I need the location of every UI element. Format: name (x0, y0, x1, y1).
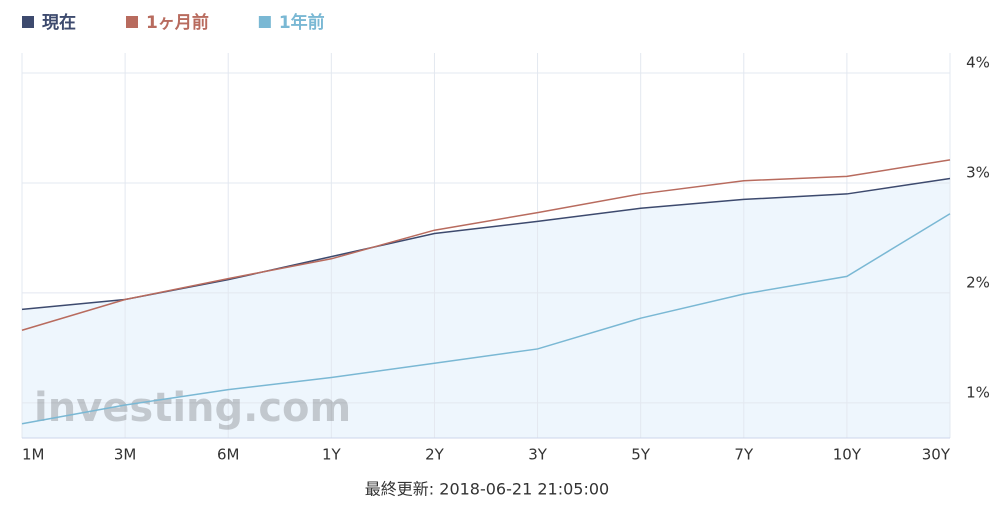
legend-label[interactable]: 1年前 (279, 12, 325, 33)
y-tick-label: 3% (966, 163, 990, 181)
legend-label[interactable]: 1ヶ月前 (146, 12, 209, 33)
legend-swatch[interactable] (22, 16, 34, 28)
x-tick-label: 5Y (631, 446, 651, 464)
series-line (21, 213, 951, 425)
watermark: investing.com (34, 385, 351, 431)
x-tick-label: 6M (217, 446, 240, 464)
area-fill (22, 178, 950, 438)
x-tick-label: 3M (114, 446, 137, 464)
x-tick-label: 1Y (322, 446, 342, 464)
series-line (21, 159, 951, 331)
y-tick-label: 2% (966, 273, 990, 291)
legend-swatch[interactable] (258, 16, 271, 28)
x-tick-label: 2Y (425, 446, 445, 464)
x-tick-label: 7Y (734, 446, 754, 464)
y-tick-label: 1% (966, 383, 990, 401)
x-tick-label: 10Y (833, 446, 862, 464)
y-tick-label: 4% (966, 54, 990, 72)
x-tick-label: 3Y (528, 446, 548, 464)
footer: 最終更新: 2018-06-21 21:05:00 (365, 480, 609, 499)
x-tick-label: 30Y (922, 446, 951, 464)
x-tick-label: 1M (22, 446, 45, 464)
legend-label[interactable]: 現在 (42, 12, 76, 33)
legend-swatch[interactable] (126, 16, 138, 28)
